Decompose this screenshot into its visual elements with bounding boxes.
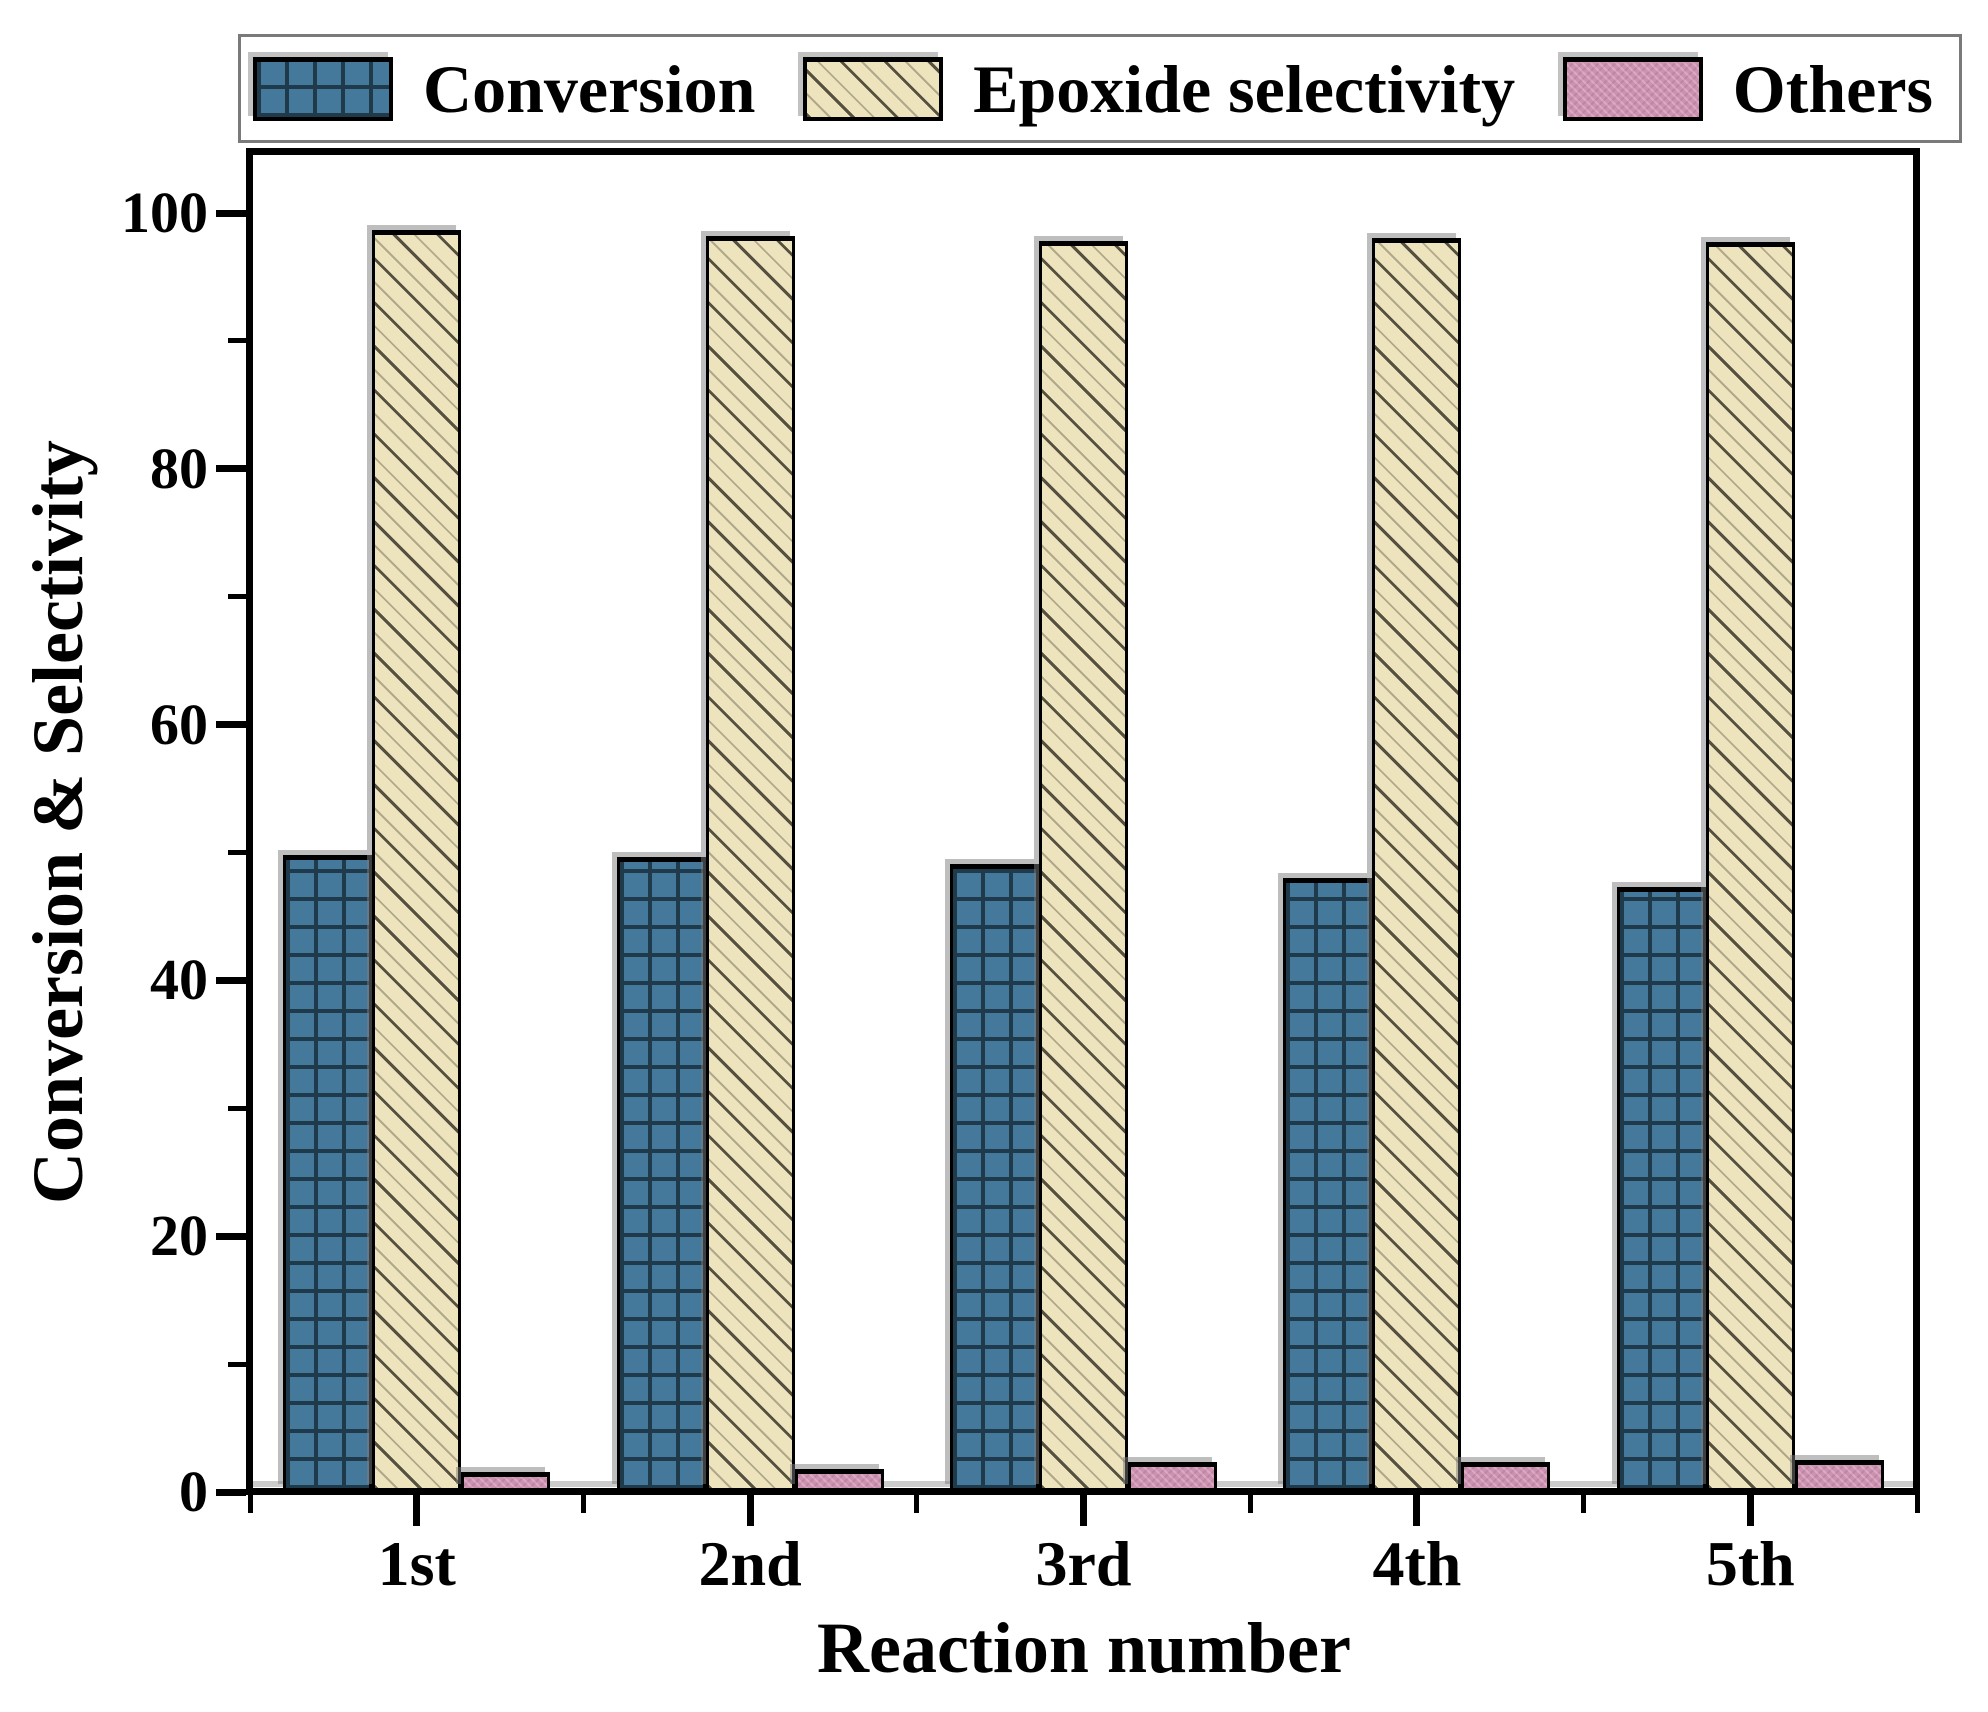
x-major-tick-2nd [746,1495,754,1526]
bar-others-4th [1461,1462,1550,1489]
legend-label-others: Others [1732,50,1933,127]
y-major-tick-0 [216,1488,246,1496]
y-major-tick-60 [216,721,246,729]
y-major-tick-80 [216,465,246,473]
x-tick-label-2nd: 2nd [698,1528,802,1599]
x-minor-tick-0 [247,1495,253,1513]
y-minor-tick-90 [228,338,246,344]
y-major-tick-40 [216,976,246,984]
y-major-tick-100 [216,209,246,217]
bar-conversion-1st [283,855,372,1489]
legend-swatch-others [1562,56,1703,121]
bar-conversion-2nd [617,857,706,1489]
x-tick-label-5th: 5th [1705,1528,1795,1599]
bar-conversion-5th [1617,887,1706,1489]
bar-others-5th [1795,1460,1884,1489]
x-axis-title: Reaction number [817,1608,1351,1688]
y-tick-label-20: 20 [150,1203,208,1269]
x-major-tick-5th [1746,1495,1754,1526]
x-major-tick-3rd [1080,1495,1087,1526]
y-minor-tick-50 [228,850,246,855]
bar-epoxide-selectivity-4th [1372,238,1461,1489]
y-tick-label-60: 60 [150,691,208,757]
legend: Conversion Epoxide selectivity Others [238,34,1962,143]
bar-epoxide-selectivity-2nd [706,236,795,1489]
bar-conversion-4th [1283,878,1372,1489]
y-major-tick-20 [216,1232,246,1240]
bar-epoxide-selectivity-3rd [1039,241,1128,1489]
y-tick-label-100: 100 [121,180,208,245]
legend-label-conversion: Conversion [423,50,756,127]
plot-frame [246,148,1920,1495]
x-minor-tick-3 [1247,1495,1253,1513]
legend-item-conversion: Conversion [253,55,755,123]
bar-others-2nd [795,1469,884,1489]
x-major-tick-1st [413,1495,421,1526]
x-minor-tick-2 [914,1495,920,1513]
bar-conversion-3rd [950,864,1039,1489]
x-tick-label-1st: 1st [377,1528,456,1599]
x-tick-label-3rd: 3rd [1035,1528,1132,1599]
x-minor-tick-4 [1581,1495,1587,1513]
x-minor-tick-1 [580,1495,586,1513]
y-tick-label-0: 0 [179,1459,208,1524]
y-tick-label-40: 40 [150,947,208,1013]
x-major-tick-4th [1413,1495,1421,1526]
x-tick-label-4th: 4th [1372,1528,1462,1599]
legend-label-epoxide-selectivity: Epoxide selectivity [973,50,1516,127]
y-tick-label-80: 80 [150,435,208,501]
y-axis-title: Conversion & Selectivity [18,440,98,1204]
bar-epoxide-selectivity-1st [372,230,461,1489]
y-minor-tick-10 [228,1361,246,1367]
y-minor-tick-30 [228,1105,246,1111]
legend-swatch-epoxide-selectivity [803,56,944,121]
bar-others-1st [461,1472,550,1489]
y-minor-tick-70 [228,594,246,600]
legend-item-others: Others [1562,50,1933,127]
bar-epoxide-selectivity-5th [1706,242,1795,1489]
legend-swatch-conversion [253,56,393,121]
legend-item-epoxide-selectivity: Epoxide selectivity [803,55,1515,123]
x-minor-tick-5 [1914,1495,1920,1513]
bar-others-3rd [1128,1462,1217,1489]
